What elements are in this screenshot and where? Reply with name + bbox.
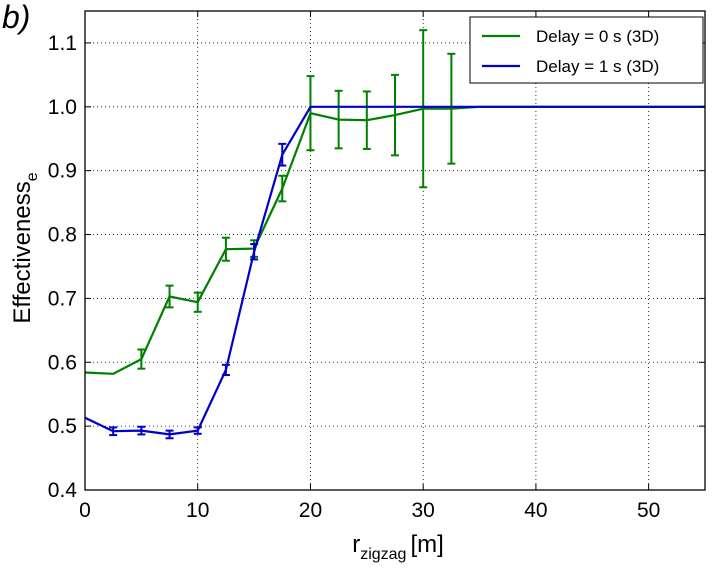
legend-label-delay-1: Delay = 1 s (3D) [536,57,659,76]
x-axis-label-main: r [352,531,360,558]
series-line-1 [84,105,705,436]
x-tick-label: 50 [637,499,660,522]
panel-label: b) [2,0,30,35]
y-tick-label: 1.0 [48,96,77,119]
x-tick-label: 10 [186,499,209,522]
y-tick-label: 0.8 [48,224,77,247]
x-tick-label: 40 [524,499,547,522]
axis-tick-labels: 0 10 20 30 40 50 0.4 0.5 0.6 0.7 0.8 0.9 1.0 1.1 [48,32,661,522]
y-tick-label: 0.7 [48,287,77,310]
legend: Delay = 0 s (3D) Delay = 1 s (3D) [469,16,704,84]
axis-ticks [84,11,705,491]
y-tick-label: 0.9 [48,160,77,183]
y-tick-label: 0.6 [48,351,77,374]
y-axis-label: Effectivenesse [9,172,41,323]
x-axis-label-unit: [m] [410,531,443,558]
y-tick-label: 0.4 [48,479,78,502]
series-1 [84,105,705,440]
x-tick-label: 0 [79,499,91,522]
x-axis-label-sub: zigzag [360,546,406,563]
legend-label-delay-0: Delay = 0 s (3D) [536,27,659,46]
x-tick-label: 20 [299,499,322,522]
y-tick-label: 1.1 [48,32,77,55]
series-layer [84,29,705,440]
legend-box [469,16,704,84]
x-tick-label: 30 [412,499,435,522]
y-axis-label-sub: e [24,172,41,181]
y-tick-label: 0.5 [48,415,77,438]
plot-frame [84,10,706,491]
y-axis-label-main: Effectiveness [9,181,36,323]
x-axis-label: rzigzag [m] [352,531,444,563]
